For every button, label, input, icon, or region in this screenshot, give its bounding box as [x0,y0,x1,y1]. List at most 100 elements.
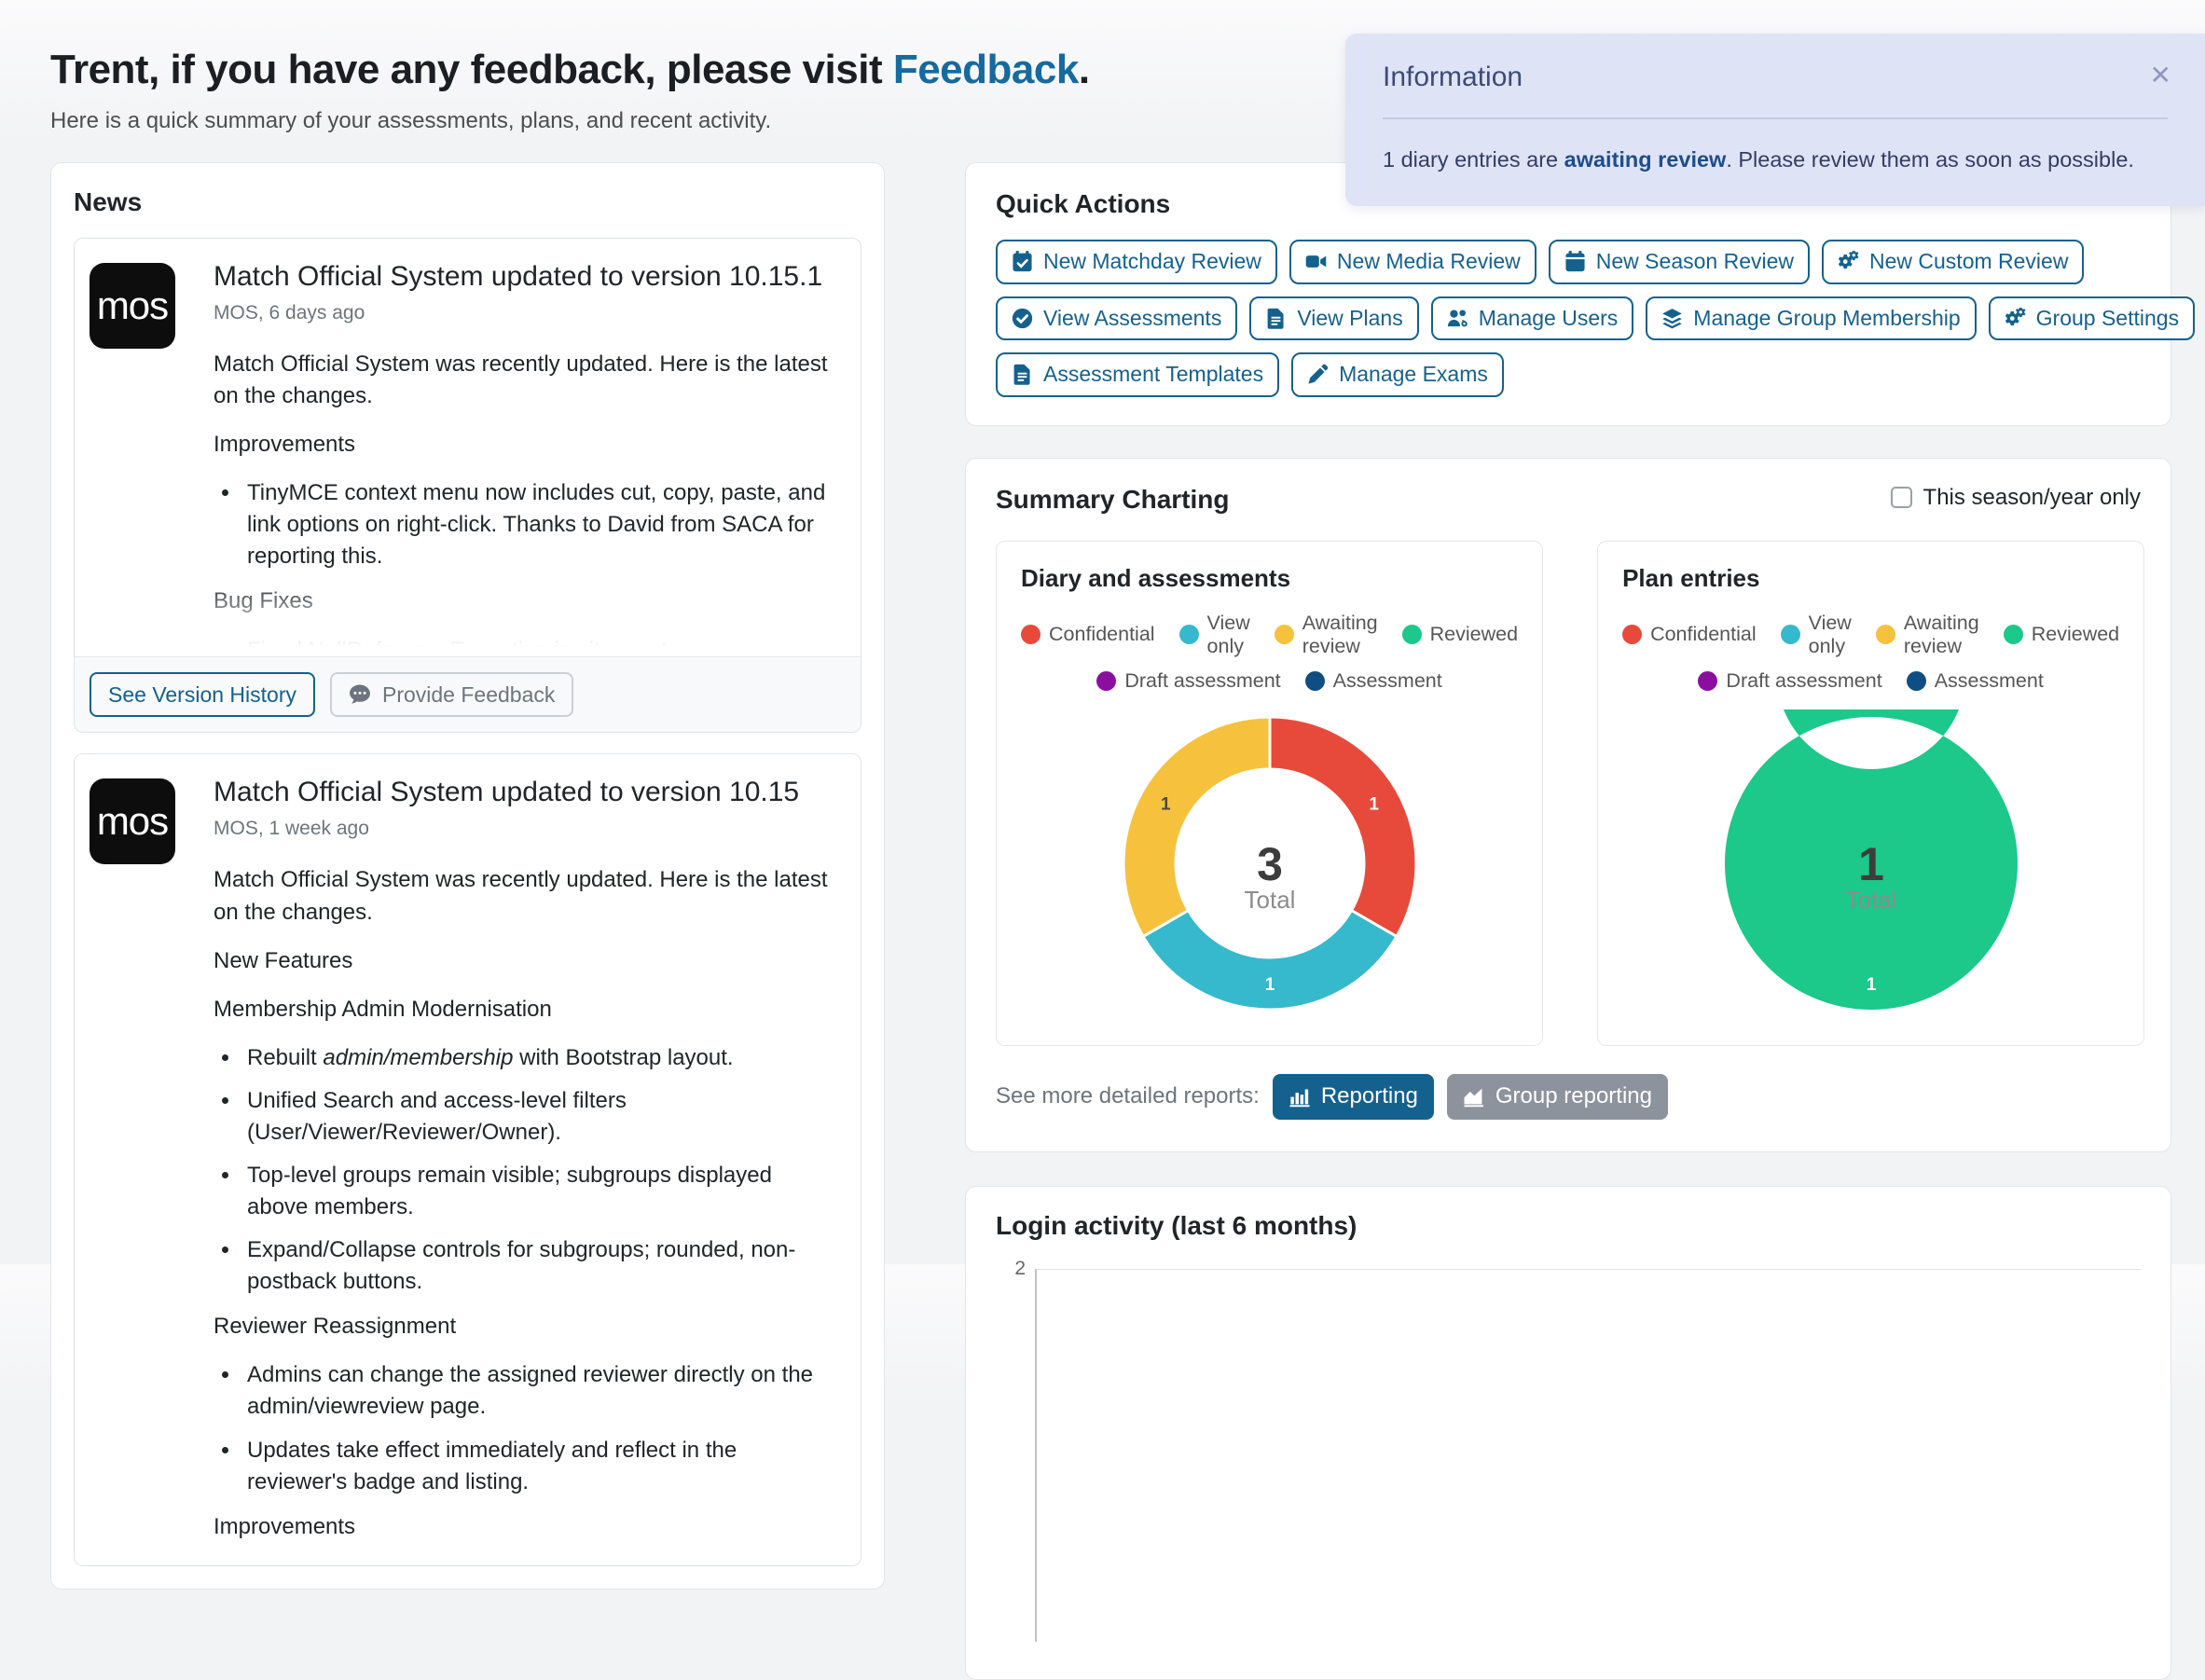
calendar-icon [1564,251,1586,272]
quick-actions-row: Assessment Templates Manage Exams [996,352,2141,397]
chart-legend-row: Confidential View only Awaiting review R… [1021,612,1518,658]
summary-header: Summary Charting This season/year only [996,485,2141,515]
main-content: News mos Match Official System updated t… [50,162,2196,1680]
news-column: News mos Match Official System updated t… [50,162,885,1590]
legend-item-confidential[interactable]: Confidential [1622,612,1757,658]
italic-path-text: admin/membership [323,1044,514,1070]
page-title-text: Trent, if you have any feedback, please … [50,47,893,92]
chart-legend-row: Draft assessment Assessment [1622,669,2119,693]
news-bullet: TinyMCE context menu now includes cut, c… [241,477,836,572]
quick-actions-buttons: New Matchday Review New Media Review New… [996,240,2196,397]
news-item-content: Match Official System updated to version… [214,257,836,656]
news-item-1015: mos Match Official System updated to ver… [74,753,861,1566]
svg-text:3: 3 [1257,838,1283,890]
mos-logo: mos [90,263,175,349]
news-item-title: Match Official System updated to version… [214,261,823,292]
quick-actions-title: Quick Actions [996,189,1171,218]
manage-group-membership-button[interactable]: Manage Group Membership [1646,296,1977,341]
see-version-history-button[interactable]: See Version History [90,672,315,718]
news-bullet: Unified Search and access-level filters … [241,1085,836,1149]
view-plans-button[interactable]: View Plans [1249,296,1419,341]
reporting-button[interactable]: Reporting [1272,1073,1434,1120]
legend-item-view-only[interactable]: View only [1178,612,1250,658]
legend-item-reviewed[interactable]: Reviewed [1401,612,1518,658]
view-assessments-button[interactable]: View Assessments [996,296,1238,341]
information-alert-message: 1 diary entries are awaiting review. Ple… [1383,147,2134,172]
new-season-review-button[interactable]: New Season Review [1548,240,1810,284]
quick-actions-row: View Assessments View Plans Manage Users [996,296,2196,341]
gears-icon [2005,307,2026,329]
assessment-templates-button[interactable]: Assessment Templates [996,352,1280,397]
news-item-title: Match Official System updated to version… [214,777,800,808]
legend-item-assessment[interactable]: Assessment [1906,669,2044,693]
awaiting-review-emphasis: awaiting review [1564,147,1727,172]
information-alert-title: Information [1383,62,1523,92]
summary-charting-card: Summary Charting This season/year only D… [965,457,2171,1152]
news-intro: Match Official System was recently updat… [214,351,828,409]
legend-item-draft-assessment[interactable]: Draft assessment [1096,669,1281,693]
legend-dot [1875,625,1895,645]
news-bullet-list: TinyMCE context menu now includes cut, c… [214,477,836,572]
reports-row: See more detailed reports: Reporting Gro… [996,1073,2141,1120]
svg-text:Total: Total [1845,886,1896,914]
y-axis-tick: 2 [1014,1257,1026,1279]
news-bullet: Top-level groups remain visible; subgrou… [241,1160,836,1223]
manage-users-button[interactable]: Manage Users [1430,296,1634,341]
summary-charting-title: Summary Charting [996,484,1230,514]
legend-dot [1780,625,1800,645]
quick-actions-row: New Matchday Review New Media Review New… [996,240,2141,284]
season-filter-checkbox[interactable] [1890,487,1912,509]
news-item-meta: MOS, 1 week ago [214,818,369,840]
news-section-heading: Improvements [214,432,356,458]
group-settings-button[interactable]: Group Settings [1988,296,2196,341]
legend-item-view-only[interactable]: View only [1780,612,1852,658]
legend-item-draft-assessment[interactable]: Draft assessment [1698,669,1882,693]
svg-text:1: 1 [1369,794,1379,814]
new-matchday-review-button[interactable]: New Matchday Review [996,240,1277,284]
circle-check-icon [1012,308,1033,329]
gears-icon [1838,251,1859,272]
news-item-meta: MOS, 6 days ago [214,302,365,324]
new-custom-review-button[interactable]: New Custom Review [1822,240,2085,284]
manage-exams-button[interactable]: Manage Exams [1291,352,1504,397]
login-activity-plot-area [1035,1268,2141,1642]
login-activity-card: Login activity (last 6 months) 2 [965,1185,2171,1680]
legend-item-assessment[interactable]: Assessment [1304,669,1442,693]
bar-chart-icon [1289,1085,1311,1108]
page-subtitle: Here is a quick summary of your assessme… [50,108,772,133]
season-filter[interactable]: This season/year only [1890,485,2141,511]
legend-item-awaiting-review[interactable]: Awaiting review [1274,612,1378,658]
legend-dot [1698,670,1718,691]
news-section-heading: Reviewer Reassignment [214,1314,457,1340]
new-media-review-button[interactable]: New Media Review [1289,240,1537,284]
news-item-text: Match Official System was recently updat… [214,349,836,656]
news-card: News mos Match Official System updated t… [50,162,885,1590]
news-item-content: Match Official System updated to version… [214,773,836,1564]
news-intro: Match Official System was recently updat… [214,867,828,925]
calendar-check-icon [1012,251,1033,272]
legend-item-reviewed[interactable]: Reviewed [2003,612,2119,658]
file-lines-icon [1012,364,1033,386]
file-lines-icon [1265,308,1287,329]
news-bullet-list: Admins can change the assigned reviewer … [214,1359,836,1497]
close-icon[interactable]: ✕ [2144,62,2177,90]
group-reporting-button[interactable]: Group reporting [1446,1073,1668,1120]
legend-dot [2003,625,2023,645]
provide-feedback-label: Provide Feedback [381,682,556,707]
chart-legend-row: Draft assessment Assessment [1021,669,1518,693]
provide-feedback-button[interactable]: Provide Feedback [329,672,574,718]
text-fade-overlay [214,577,836,656]
svg-text:1: 1 [1858,838,1884,890]
news-bullet: Updates take effect immediately and refl… [241,1435,836,1498]
news-bullet-list: Rebuilt admin/membership with Bootstrap … [214,1042,836,1299]
video-icon [1305,251,1327,272]
feedback-link[interactable]: Feedback [892,47,1079,92]
news-bullet: Rebuilt admin/membership with Bootstrap … [241,1042,836,1074]
legend-item-awaiting-review[interactable]: Awaiting review [1875,612,1979,658]
news-item-text: Match Official System was recently updat… [214,864,836,1564]
plan-entries-panel: Plan entries Confidential View only Awai… [1597,540,2145,1046]
legend-item-confidential[interactable]: Confidential [1021,612,1155,658]
